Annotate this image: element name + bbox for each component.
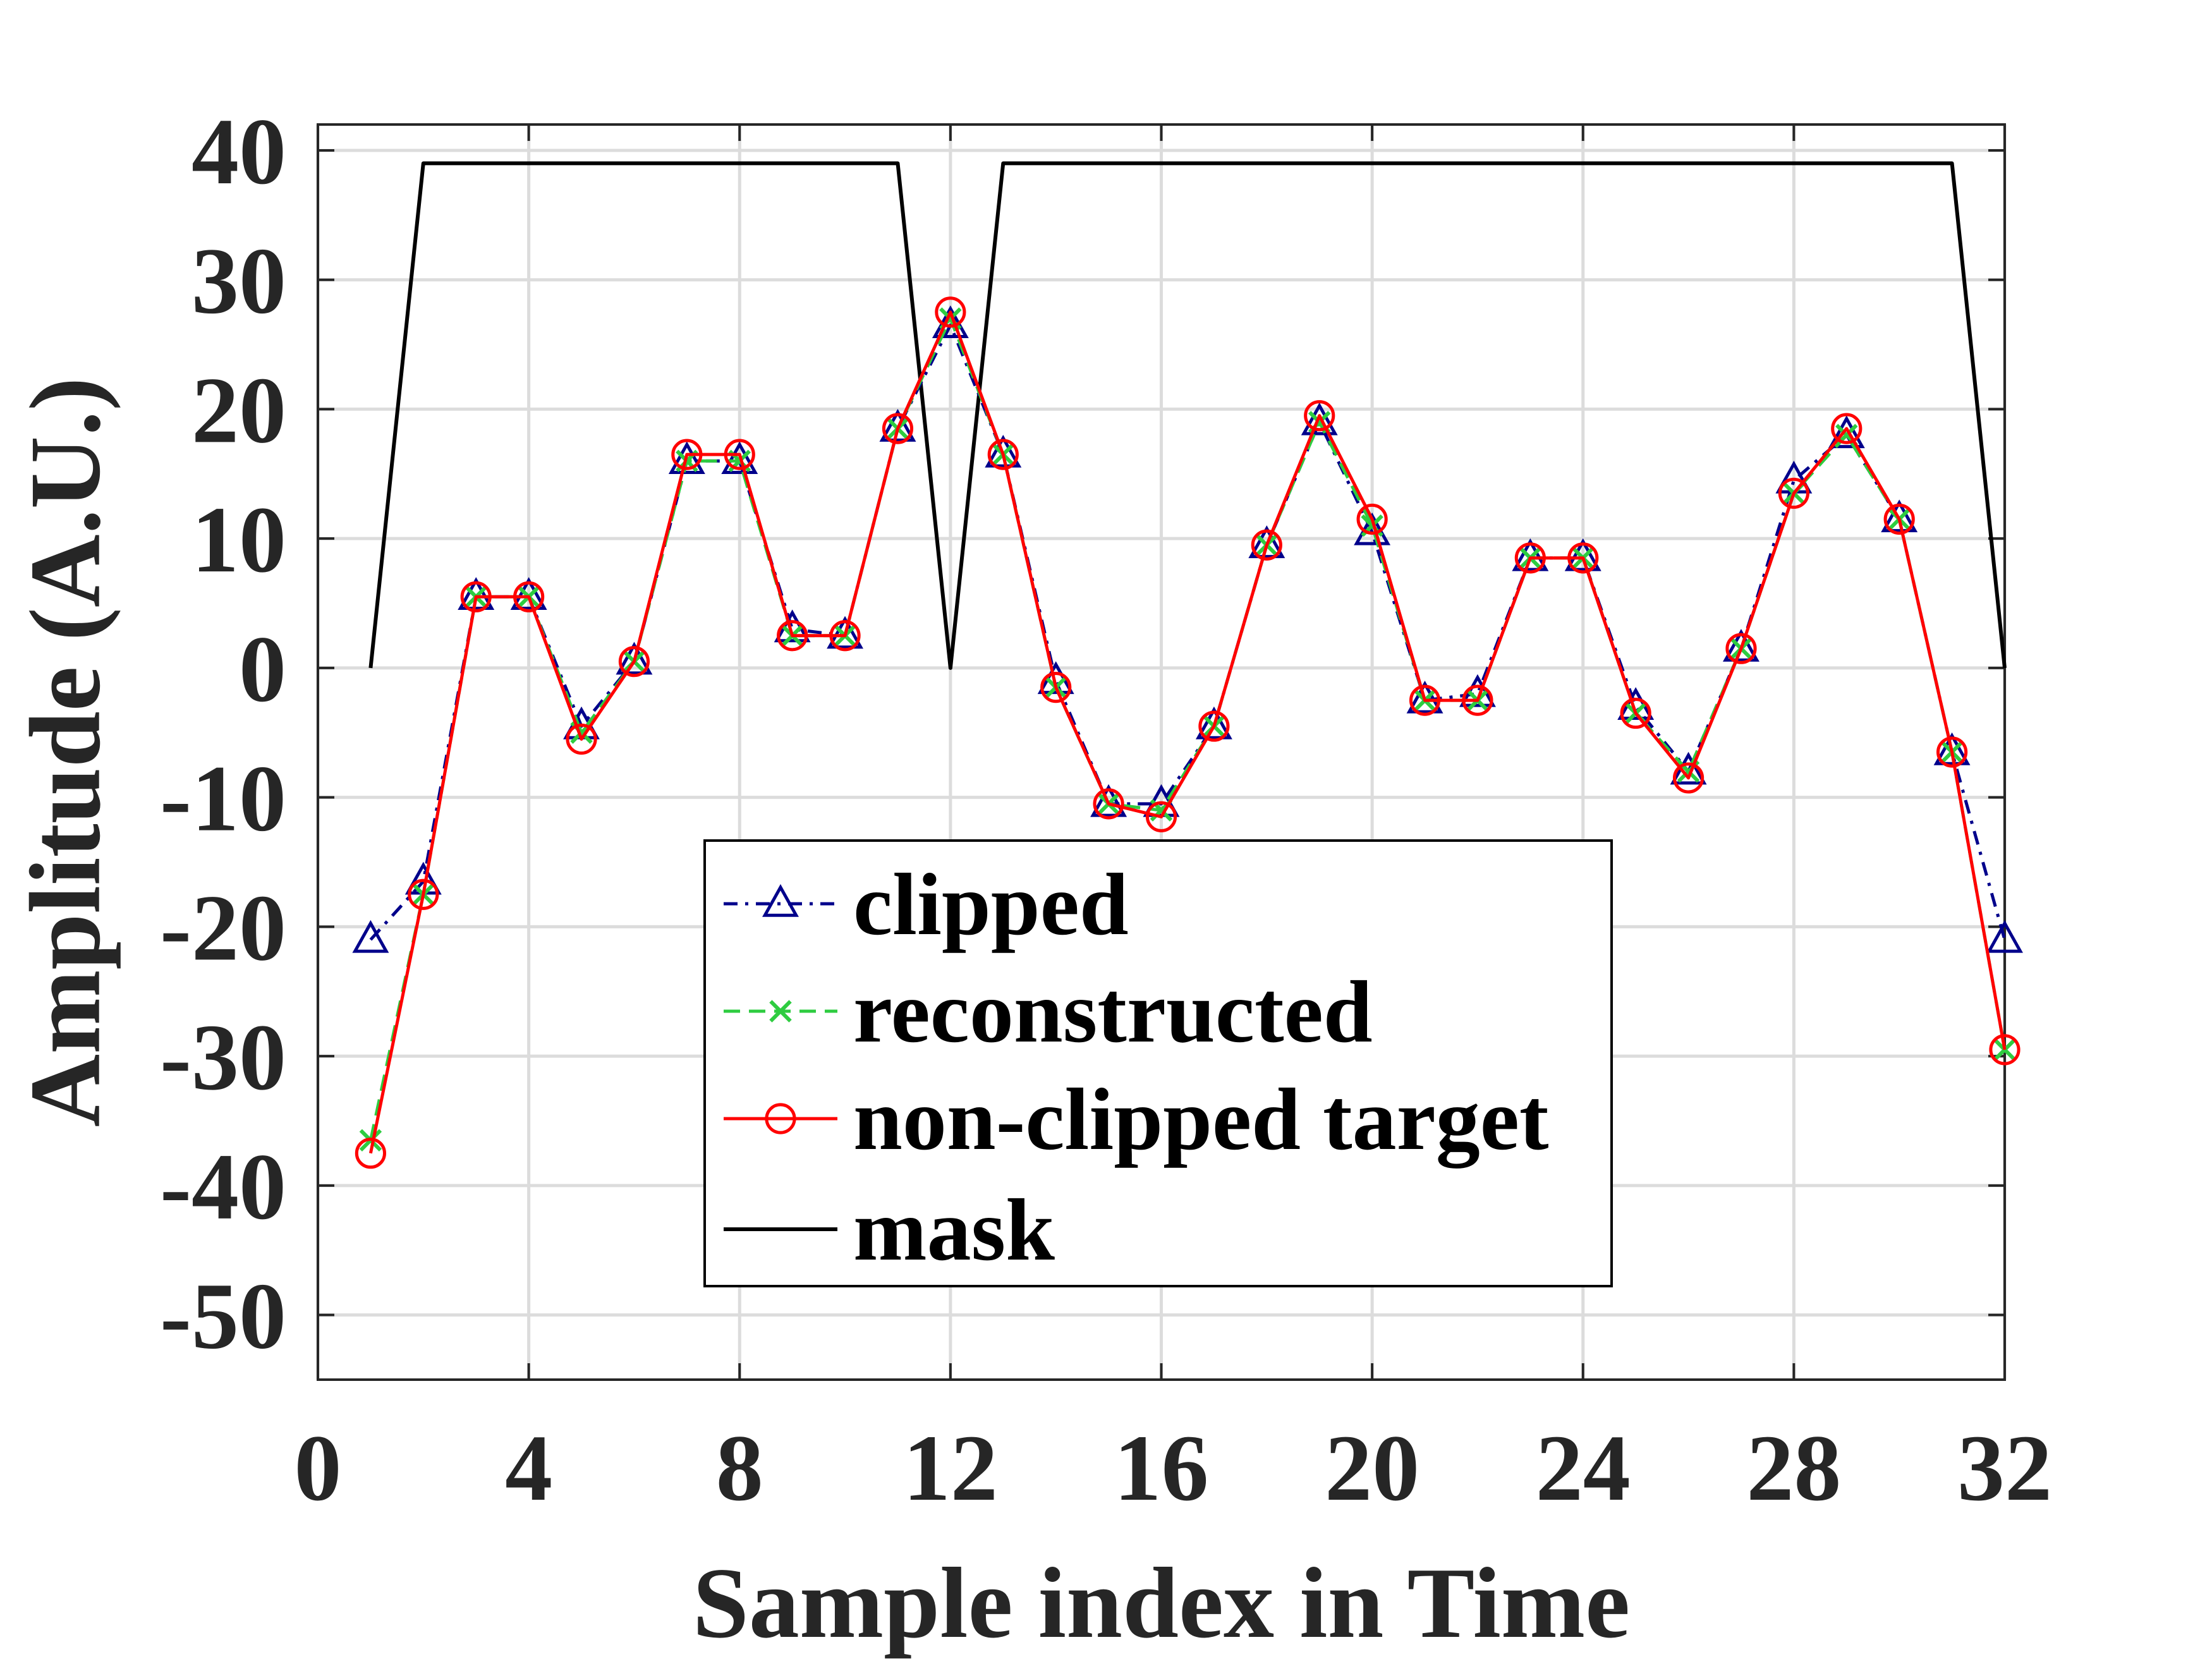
data-point-non-clipped-target: [1936, 736, 1968, 768]
x-tick-label: 24: [1536, 1416, 1631, 1521]
data-point-clipped: [1933, 732, 1971, 765]
data-point-clipped: [1564, 538, 1601, 571]
x-tick-label: 8: [716, 1416, 763, 1521]
data-point-clipped: [879, 409, 916, 442]
data-point-clipped: [458, 577, 495, 611]
data-point-non-clipped-target: [1251, 529, 1282, 561]
legend-item-reconstructed: reconstructed: [724, 963, 1373, 1061]
x-tick-label: 32: [1957, 1416, 2052, 1521]
tick-labels: 0 4 8 12 16 20 24 28 32 40 30 20 10 0 -10 -20 -30 -40 -50: [160, 99, 2052, 1521]
data-point-non-clipped-target: [1040, 672, 1072, 703]
data-point-clipped: [1406, 680, 1443, 714]
y-axis-label: Amplitude (A.U.): [9, 377, 121, 1127]
data-point-clipped: [1723, 629, 1759, 662]
legend-swatch-marker-stroke: [769, 1000, 792, 1023]
data-point-non-clipped-target: [460, 581, 492, 612]
data-point-clipped: [668, 441, 705, 475]
legend-label: clipped: [853, 856, 1129, 954]
legend-swatch-marker: [769, 1000, 792, 1023]
y-tick-label: 40: [191, 99, 286, 204]
x-tick-label: 28: [1746, 1416, 1841, 1521]
data-point-non-clipped-target: [618, 646, 650, 678]
data-point-clipped: [1195, 706, 1232, 739]
data-point-clipped: [1248, 525, 1285, 559]
data-point-non-clipped-target: [1356, 503, 1388, 535]
legend-label: reconstructed: [853, 963, 1373, 1061]
data-point-non-clipped-target: [1093, 788, 1124, 820]
legend-item-mask: mask: [724, 1181, 1055, 1279]
data-point-non-clipped-target: [1831, 413, 1863, 444]
data-point-non-clipped-target: [1198, 710, 1230, 742]
data-point-clipped: [985, 434, 1022, 468]
y-tick-label: -10: [160, 746, 286, 851]
data-point-non-clipped-target: [1883, 503, 1915, 535]
legend-label: non-clipped target: [853, 1071, 1549, 1169]
data-point-clipped: [1881, 499, 1918, 533]
data-point-non-clipped-target: [829, 620, 861, 652]
data-point-clipped: [1986, 920, 2023, 953]
data-point-non-clipped-target: [1145, 801, 1177, 832]
data-point-clipped: [1828, 415, 1865, 449]
x-axis-label: Sample index in Time: [693, 1547, 1630, 1659]
series-line-non-clipped-target: [368, 310, 2007, 1154]
data-point-non-clipped-target: [566, 723, 597, 755]
x-tick-label: 12: [903, 1416, 998, 1521]
y-tick-label: -20: [160, 875, 286, 980]
series-non-clipped-target: [355, 296, 2021, 1169]
data-point-clipped: [352, 920, 389, 953]
data-point-non-clipped-target: [1989, 1034, 2021, 1066]
data-point-non-clipped-target: [1620, 697, 1651, 729]
data-point-clipped: [827, 616, 864, 649]
plot-series: [352, 161, 2023, 1169]
x-tick-label: 0: [295, 1416, 342, 1521]
data-point-non-clipped-target: [1778, 477, 1809, 509]
y-tick-label: 30: [191, 229, 286, 334]
x-tick-label: 16: [1114, 1416, 1209, 1521]
legend-swatch-marker: [762, 884, 799, 917]
data-point-non-clipped-target: [1514, 542, 1546, 574]
data-point-non-clipped-target: [724, 439, 755, 470]
data-point-non-clipped-target: [1672, 762, 1705, 794]
data-point-non-clipped-target: [513, 581, 545, 612]
data-point-non-clipped-target: [1462, 684, 1493, 716]
data-point-non-clipped-target: [1409, 684, 1441, 716]
data-point-non-clipped-target: [1567, 542, 1599, 574]
y-tick-label: -50: [160, 1264, 286, 1369]
axes: [317, 123, 2006, 1381]
data-point-non-clipped-target: [882, 413, 914, 444]
legend-item-clipped: clipped: [724, 856, 1129, 954]
data-point-non-clipped-target: [1725, 633, 1757, 664]
data-point-clipped: [721, 441, 758, 475]
y-tick-label: 20: [191, 358, 286, 463]
data-point-non-clipped-target: [777, 620, 808, 652]
data-point-non-clipped-target: [408, 878, 439, 910]
series-mask: [368, 161, 2007, 670]
data-point-clipped: [1512, 538, 1549, 571]
legend-box: [703, 839, 1613, 1287]
x-tick-label: 4: [505, 1416, 552, 1521]
series-line-mask: [368, 161, 2007, 670]
y-tick-label: 0: [239, 617, 286, 722]
data-point-non-clipped-target: [935, 296, 966, 328]
legend-swatch-marker: [765, 1103, 796, 1134]
data-point-clipped: [1301, 402, 1338, 435]
data-point-non-clipped-target: [1304, 400, 1335, 432]
data-point-non-clipped-target: [987, 439, 1019, 470]
legend-item-non-clipped-target: non-clipped target: [724, 1071, 1549, 1169]
data-point-clipped: [1090, 784, 1127, 817]
data-point-clipped: [510, 577, 547, 611]
x-tick-label: 20: [1325, 1416, 1419, 1521]
data-point-non-clipped-target: [671, 439, 703, 470]
y-tick-label: -30: [160, 1005, 286, 1110]
data-point-clipped: [616, 641, 653, 675]
legend-label: mask: [853, 1181, 1055, 1279]
y-tick-label: 10: [191, 487, 286, 592]
y-tick-label: -40: [160, 1134, 286, 1239]
data-point-non-clipped-target: [355, 1138, 387, 1169]
